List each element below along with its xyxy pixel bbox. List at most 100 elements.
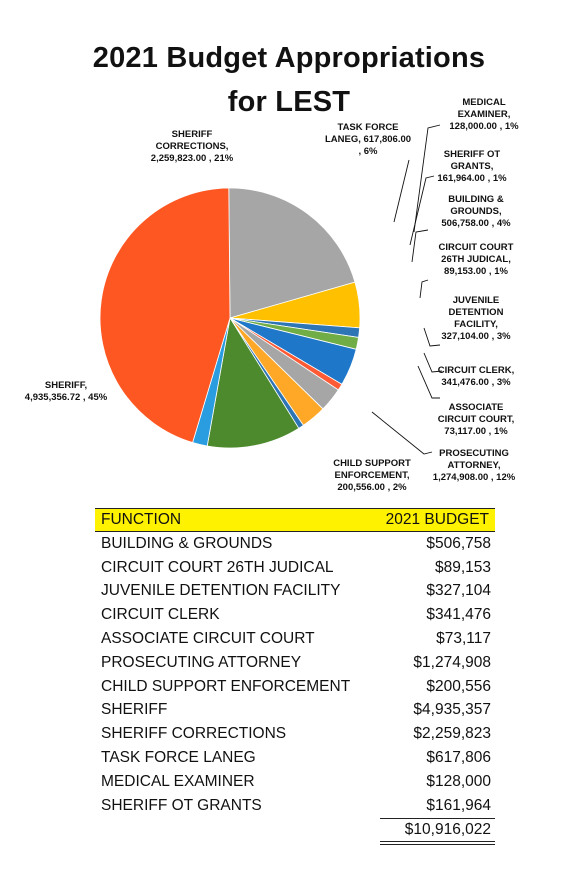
slice-label-line: SHERIFF, [45, 380, 87, 391]
table-row: JUVENILE DETENTION FACILITY $327,104 [95, 580, 495, 604]
pie-slice-11 [99, 187, 231, 444]
leader-line-8 [371, 411, 433, 455]
leader-line-0 [393, 159, 410, 223]
pie-chart: SHERIFF CORRECTIONS, 2,259,823.00 , 21% TAS… [25, 97, 519, 493]
table-row: BUILDING & GROUNDS $506,758 [95, 532, 495, 556]
slice-label-6: JUVENILE DETENTION FACILITY, 327,104.00 , 3… [441, 295, 511, 342]
slice-label-4: BUILDING & GROUNDS, 506,758.00 , 4% [441, 194, 511, 229]
table-row: SHERIFF OT GRANTS $161,964 [95, 794, 495, 818]
total-cell: $10,916,022 [379, 817, 495, 845]
slice-label-line: BUILDING & [448, 194, 504, 205]
slice-label-line: 128,000.00 , 1% [449, 121, 519, 132]
table-row: CIRCUIT CLERK $341,476 [95, 603, 495, 627]
slice-label-line: , 6% [358, 146, 378, 157]
leader-line-4 [419, 279, 429, 299]
function-cell: CIRCUIT COURT 26TH JUDICAL [101, 558, 334, 576]
slice-label-line: SHERIFF [172, 129, 213, 140]
function-cell: SHERIFF CORRECTIONS [101, 725, 287, 743]
slice-label-line: MEDICAL [462, 97, 505, 108]
table-row: SHERIFF CORRECTIONS $2,259,823 [95, 722, 495, 746]
slice-label-5: CIRCUIT COURT 26TH JUDICAL, 89,153.00 , 1% [439, 242, 514, 277]
table-row: CHILD SUPPORT ENFORCEMENT $200,556 [95, 675, 495, 699]
function-cell: TASK FORCE LANEG [101, 749, 256, 767]
slice-label-line: PROSECUTING [439, 448, 509, 459]
pie-slice-0 [228, 187, 356, 319]
budget-cell: $617,806 [426, 749, 491, 767]
slice-label-3: SHERIFF OT GRANTS, 161,964.00 , 1% [437, 149, 507, 184]
budget-cell: $327,104 [426, 582, 491, 600]
slice-label-line: CORRECTIONS, [156, 141, 229, 152]
table-row: PROSECUTING ATTORNEY $1,274,908 [95, 651, 495, 675]
slice-label-line: CIRCUIT CLERK, [438, 365, 515, 376]
table-row: CIRCUIT COURT 26TH JUDICAL $89,153 [95, 556, 495, 580]
leader-line-3 [411, 229, 429, 263]
slice-label-line: LANEG, 617,806.00 [325, 134, 411, 145]
slice-label-line: 73,117.00 , 1% [444, 426, 508, 437]
slice-label-line: ENFORCEMENT, [335, 470, 410, 481]
header-budget: 2021 BUDGET [379, 508, 495, 532]
slice-label-line: GRANTS, [451, 161, 494, 172]
slice-label-line: 341,476.00 , 3% [441, 377, 511, 388]
slice-label-1: TASK FORCE LANEG, 617,806.00, 6% [325, 122, 411, 157]
table-row: SHERIFF $4,935,357 [95, 699, 495, 723]
budget-cell: $506,758 [426, 534, 491, 552]
slice-label-line: DETENTION [449, 307, 504, 318]
budget-cell: $341,476 [426, 606, 491, 624]
slice-label-line: GROUNDS, [450, 206, 501, 217]
slice-label-line: 2,259,823.00 , 21% [151, 153, 234, 164]
function-cell: MEDICAL EXAMINER [101, 772, 255, 790]
function-cell: JUVENILE DETENTION FACILITY [101, 582, 341, 600]
slice-label-2: MEDICAL EXAMINER, 128,000.00 , 1% [449, 97, 519, 132]
slice-label-line: ATTORNEY, [448, 460, 501, 471]
budget-cell: $128,000 [426, 772, 491, 790]
table-total-row: $10,916,022 [95, 817, 495, 845]
slice-label-line: 161,964.00 , 1% [437, 173, 507, 184]
function-cell: CIRCUIT CLERK [101, 606, 220, 624]
function-cell: CHILD SUPPORT ENFORCEMENT [101, 677, 351, 695]
slice-label-line: EXAMINER, [458, 109, 511, 120]
table-row: MEDICAL EXAMINER $128,000 [95, 770, 495, 794]
slice-label-line: 4,935,356.72 , 45% [25, 392, 108, 403]
leader-line-7 [417, 365, 440, 399]
slice-label-line: FACILITY, [454, 319, 498, 330]
budget-cell: $161,964 [426, 796, 491, 814]
slice-label-line: CHILD SUPPORT [333, 458, 411, 469]
slice-label-7: CIRCUIT CLERK, 341,476.00 , 3% [438, 365, 515, 388]
leader-line-6 [423, 352, 443, 373]
budget-cell: $4,935,357 [413, 701, 491, 719]
table-row: ASSOCIATE CIRCUIT COURT $73,117 [95, 627, 495, 651]
slice-label-line: 200,556.00 , 2% [337, 482, 407, 493]
slice-label-line: CIRCUIT COURT [439, 242, 514, 253]
table-header-row: FUNCTION 2021 BUDGET [95, 508, 495, 532]
slice-label-0: SHERIFF CORRECTIONS, 2,259,823.00 , 21% [151, 129, 234, 164]
header-function: FUNCTION [95, 508, 380, 532]
slice-label-line: 89,153.00 , 1% [444, 266, 508, 277]
slice-label-line: 1,274,908.00 , 12% [433, 472, 516, 483]
pie-slice-9 [206, 316, 300, 449]
slice-label-line: ASSOCIATE [449, 402, 504, 413]
slice-label-9: PROSECUTING ATTORNEY, 1,274,908.00 , 12% [433, 448, 516, 483]
budget-table: FUNCTION 2021 BUDGET BUILDING & GROUNDS $… [95, 508, 495, 845]
budget-cell: $1,274,908 [413, 653, 491, 671]
chart-title-line-1: 2021 Budget Appropriations [92, 42, 486, 74]
chart-title-line-2: for LEST [227, 86, 351, 118]
slice-label-line: CIRCUIT COURT, [438, 414, 515, 425]
slice-label-11: SHERIFF, 4,935,356.72 , 45% [25, 380, 108, 403]
slice-label-line: SHERIFF OT [444, 149, 501, 160]
total-spacer [95, 818, 380, 843]
budget-cell: $73,117 [436, 630, 491, 648]
slice-label-10: CHILD SUPPORT ENFORCEMENT, 200,556.00 , 2% [333, 458, 411, 493]
slice-label-8: ASSOCIATE CIRCUIT COURT, 73,117.00 , 1% [438, 402, 515, 437]
slice-label-line: 26TH JUDICAL, [441, 254, 511, 265]
function-cell: BUILDING & GROUNDS [101, 534, 273, 552]
slice-label-line: 506,758.00 , 4% [441, 218, 511, 229]
leader-line-1 [413, 124, 441, 233]
leader-line-5 [423, 327, 441, 347]
leader-line-2 [409, 175, 435, 246]
function-cell: SHERIFF [101, 701, 168, 719]
slice-label-line: TASK FORCE [337, 122, 398, 133]
budget-cell: $89,153 [434, 558, 491, 576]
function-cell: ASSOCIATE CIRCUIT COURT [101, 630, 315, 648]
function-cell: SHERIFF OT GRANTS [101, 796, 262, 814]
slice-label-line: JUVENILE [453, 295, 499, 306]
